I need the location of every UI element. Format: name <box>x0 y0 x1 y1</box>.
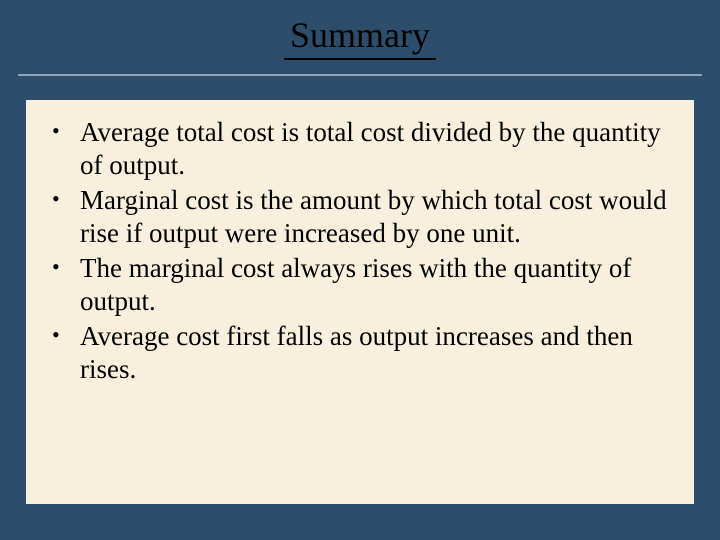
title-underline <box>18 74 702 76</box>
content-panel: • Average total cost is total cost divid… <box>26 100 694 504</box>
bullet-text: Average cost first falls as output incre… <box>80 320 668 386</box>
bullet-icon: • <box>52 116 80 145</box>
bullet-icon: • <box>52 184 80 213</box>
bullet-icon: • <box>52 252 80 281</box>
list-item: • Average cost first falls as output inc… <box>52 320 668 386</box>
list-item: • The marginal cost always rises with th… <box>52 252 668 318</box>
list-item: • Average total cost is total cost divid… <box>52 116 668 182</box>
bullet-text: The marginal cost always rises with the … <box>80 252 668 318</box>
list-item: • Marginal cost is the amount by which t… <box>52 184 668 250</box>
bullet-text: Average total cost is total cost divided… <box>80 116 668 182</box>
slide: Summary • Average total cost is total co… <box>0 0 720 540</box>
slide-title: Summary <box>284 14 436 60</box>
bullet-list: • Average total cost is total cost divid… <box>52 116 668 386</box>
bullet-text: Marginal cost is the amount by which tot… <box>80 184 668 250</box>
title-wrap: Summary <box>0 0 720 60</box>
bullet-icon: • <box>52 320 80 349</box>
